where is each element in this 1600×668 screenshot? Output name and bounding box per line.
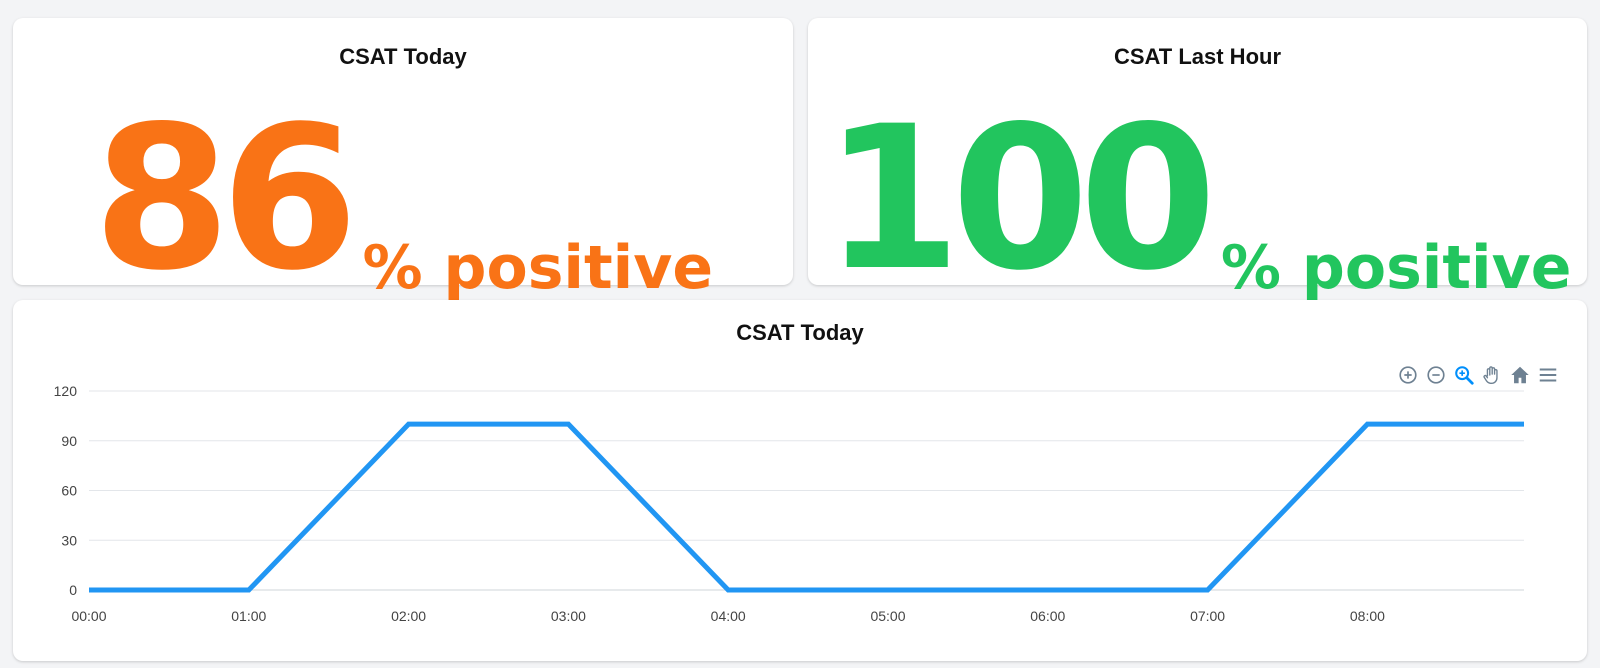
x-tick-label: 01:00 xyxy=(231,608,266,624)
csat-today-card: CSAT Today 86% positive xyxy=(13,18,793,298)
x-tick-label: 06:00 xyxy=(1030,608,1065,624)
x-tick-label: 02:00 xyxy=(391,608,426,624)
x-tick-label: 07:00 xyxy=(1190,608,1225,624)
csat-today-metric: 86% positive xyxy=(13,100,793,299)
zoom-in-icon[interactable] xyxy=(1396,363,1420,387)
y-tick-label: 30 xyxy=(61,532,77,548)
chart-toolbar xyxy=(1396,363,1560,387)
x-tick-label: 03:00 xyxy=(551,608,586,624)
csat-line-chart: 0 30 60 90 120 00:00 01:00 02:00 03:00 04:00 05:00… xyxy=(54,383,1524,624)
zoom-out-icon[interactable] xyxy=(1424,363,1448,387)
csat-chart-card: CSAT Today 0 30 60 90 120 00:00 01:00 02:00 03:0… xyxy=(13,300,1587,661)
csat-today-value: 86 xyxy=(92,83,359,314)
pan-hand-icon[interactable] xyxy=(1480,363,1504,387)
csat-last-hour-title: CSAT Last Hour xyxy=(1113,44,1282,69)
csat-last-hour-card: CSAT Last Hour 100% positive xyxy=(808,18,1587,298)
y-tick-label: 0 xyxy=(69,582,77,598)
menu-icon[interactable] xyxy=(1536,363,1560,387)
csat-last-hour-value: 100 xyxy=(823,83,1217,314)
csat-last-hour-suffix: % positive xyxy=(1220,233,1572,303)
reset-home-icon[interactable] xyxy=(1508,363,1532,387)
x-tick-label: 04:00 xyxy=(711,608,746,624)
y-tick-label: 60 xyxy=(61,483,77,499)
x-tick-label: 00:00 xyxy=(71,608,106,624)
csat-last-hour-metric: 100% positive xyxy=(808,100,1587,299)
x-tick-label: 08:00 xyxy=(1350,608,1385,624)
csat-today-suffix: % positive xyxy=(362,233,714,303)
series-line-0 xyxy=(89,421,1524,593)
y-tick-label: 120 xyxy=(54,383,78,399)
y-tick-label: 90 xyxy=(61,433,77,449)
selection-zoom-icon[interactable] xyxy=(1452,363,1476,387)
x-tick-label: 05:00 xyxy=(870,608,905,624)
chart-title: CSAT Today xyxy=(736,320,864,345)
csat-today-title: CSAT Today xyxy=(339,44,467,69)
